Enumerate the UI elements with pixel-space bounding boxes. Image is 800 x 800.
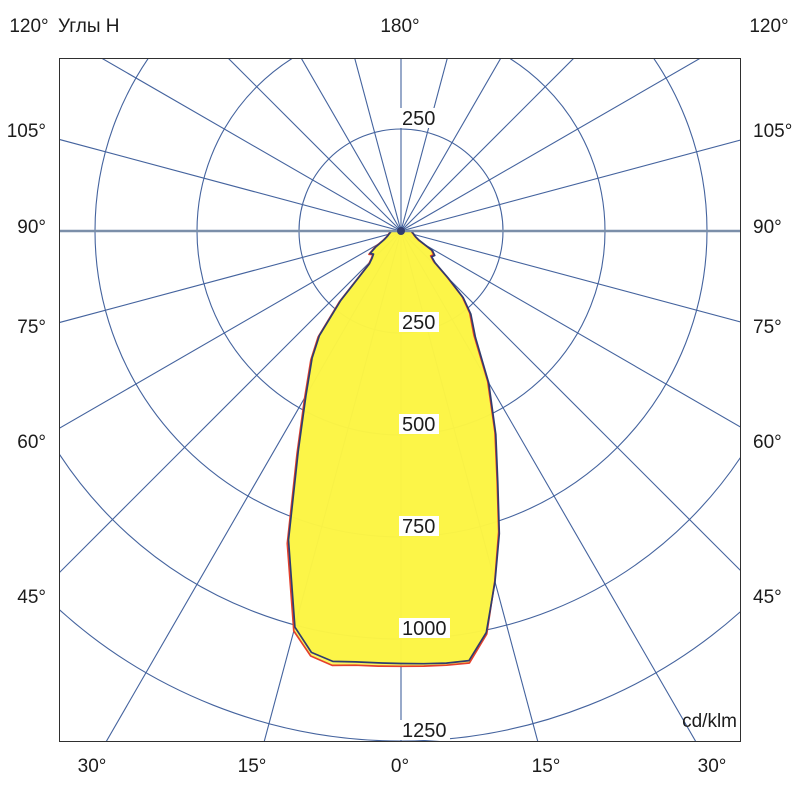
grid-ray-135 bbox=[400, 59, 574, 232]
plot-area: 250 500 750 1000 1250 250 cd/klm bbox=[59, 58, 741, 742]
unit-label: cd/klm bbox=[682, 711, 737, 732]
angle-label-left-105: 105° bbox=[6, 121, 46, 142]
grid-ray-300 bbox=[60, 230, 402, 429]
radial-label-500: 500 bbox=[402, 414, 435, 436]
angle-label-right-105: 105° bbox=[753, 121, 793, 142]
radial-label-750-bg bbox=[399, 516, 439, 536]
radial-label-750: 750 bbox=[402, 516, 435, 538]
angle-label-right-45: 45° bbox=[753, 587, 782, 608]
radial-label-500-bg bbox=[399, 414, 439, 434]
radial-label-250-bg bbox=[399, 312, 439, 332]
angle-label-bottom-0: 0° bbox=[390, 756, 410, 777]
polar-grid-and-beam-curves: 250 500 750 1000 1250 250 bbox=[60, 59, 740, 741]
grid-ray-195 bbox=[354, 59, 402, 232]
grid-ray-45 bbox=[400, 230, 740, 571]
beam-fill-C90-C270 bbox=[288, 231, 500, 664]
grid-ray-210 bbox=[301, 59, 402, 232]
angle-label-left-90: 90° bbox=[17, 217, 46, 238]
grid-ray-60 bbox=[400, 230, 740, 428]
angle-label-bottom-30-right: 30° bbox=[697, 756, 727, 777]
grid-ray-165 bbox=[400, 59, 448, 232]
angle-label-180-top: 180° bbox=[380, 16, 420, 37]
angle-label-120-top-left: 120° bbox=[9, 16, 49, 37]
radial-label-1250-bg bbox=[399, 720, 450, 740]
angle-label-left-75: 75° bbox=[17, 317, 46, 338]
grid-ray-120 bbox=[400, 59, 701, 232]
beam-curve-C90-C270 bbox=[287, 230, 501, 665]
angle-label-right-60: 60° bbox=[753, 432, 782, 453]
plane-title: Углы H bbox=[58, 16, 120, 37]
grid-ray-255 bbox=[60, 139, 402, 232]
angle-label-bottom-30-left: 30° bbox=[77, 756, 107, 777]
grid-ray-150 bbox=[400, 59, 501, 232]
grid-ray-285 bbox=[60, 230, 402, 323]
radial-label-1000-bg bbox=[399, 618, 450, 638]
grid-ray-75 bbox=[400, 230, 740, 323]
angle-label-right-75: 75° bbox=[753, 317, 782, 338]
radial-label-1250: 1250 bbox=[402, 720, 447, 741]
grid-ray-105 bbox=[400, 139, 740, 232]
angle-label-left-45: 45° bbox=[17, 587, 46, 608]
grid-ray-240 bbox=[101, 59, 402, 232]
angle-label-bottom-15-left: 15° bbox=[237, 756, 267, 777]
grid-ray-225 bbox=[228, 59, 402, 232]
radial-label-1000: 1000 bbox=[402, 618, 447, 640]
angle-label-left-60: 60° bbox=[17, 432, 46, 453]
radial-label-top-250-bg bbox=[399, 108, 439, 128]
angle-label-bottom-15-right: 15° bbox=[531, 756, 561, 777]
angle-label-right-90: 90° bbox=[753, 217, 782, 238]
grid-ray-315 bbox=[60, 230, 402, 573]
radial-label-250: 250 bbox=[402, 312, 435, 334]
radial-label-top-250: 250 bbox=[402, 108, 435, 130]
angle-label-120-top-right: 120° bbox=[749, 16, 789, 37]
polar-center-dot bbox=[397, 227, 405, 235]
